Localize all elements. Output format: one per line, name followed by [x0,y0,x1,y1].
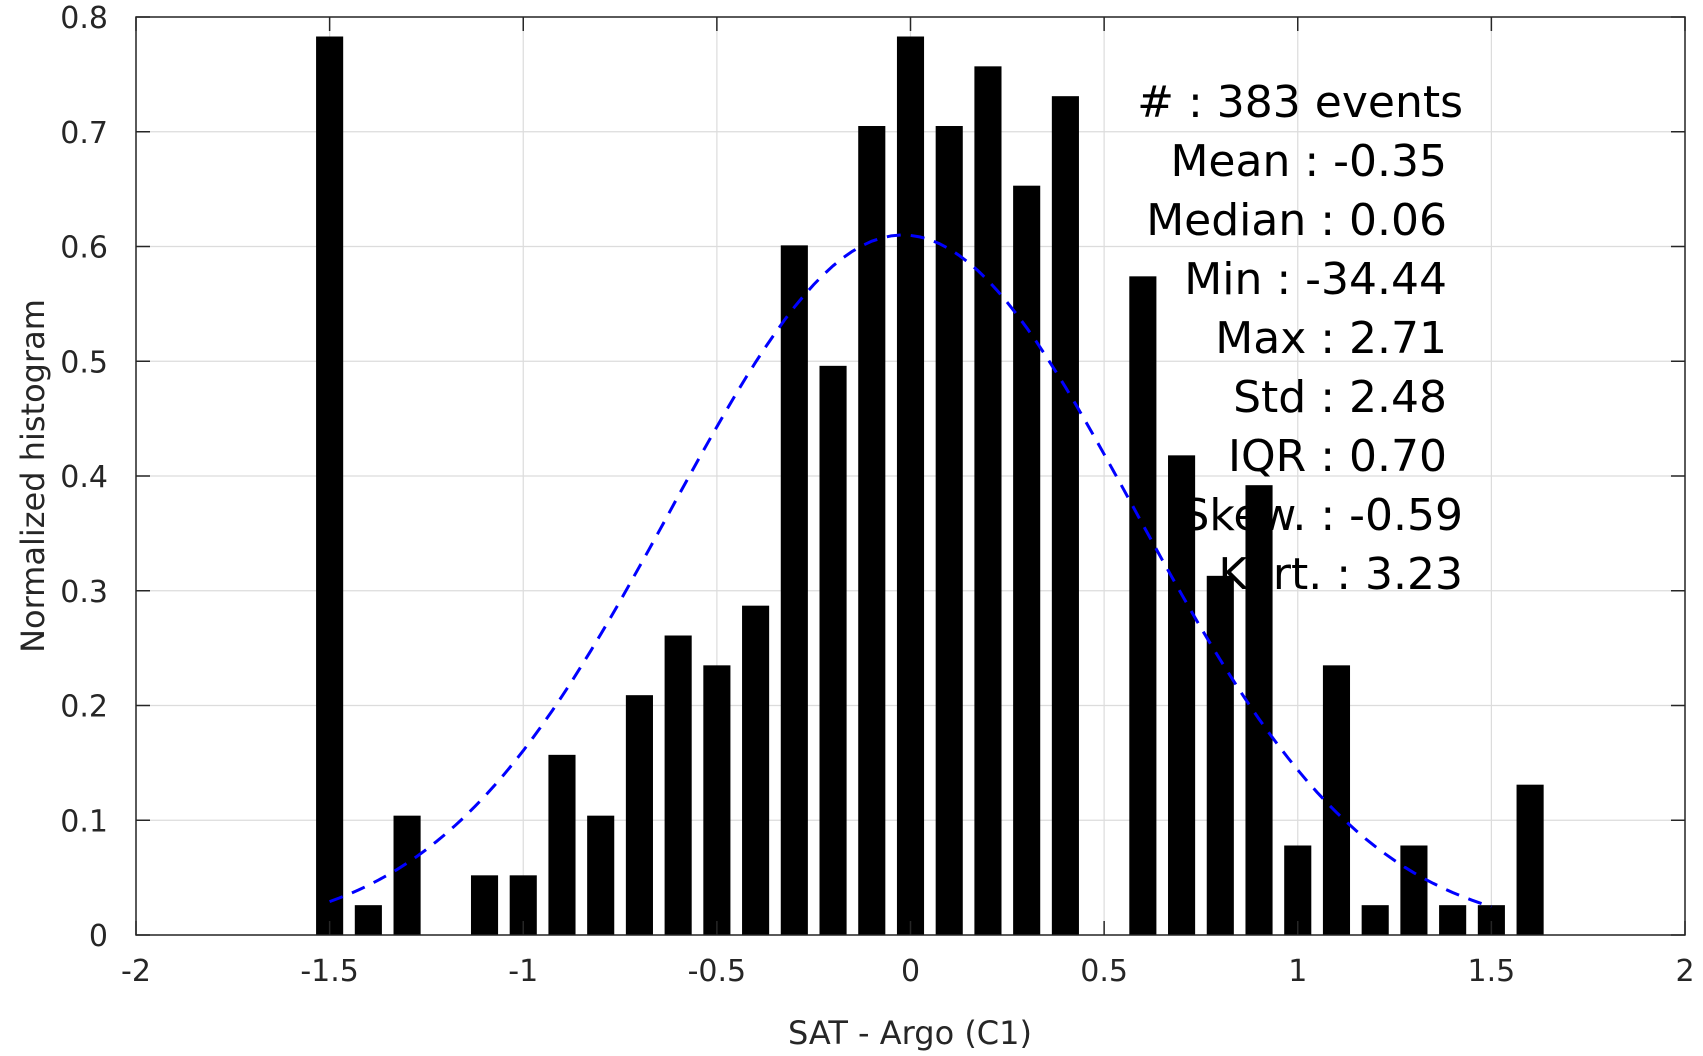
histogram-bar [1245,485,1273,935]
statistic-line: Min : -34.44 [1184,254,1447,305]
y-tick-label: 0.7 [60,116,108,151]
histogram-bar [974,66,1002,935]
normal-fit-curve [329,233,1492,909]
statistic-line: Skew. : -0.59 [1182,490,1464,541]
histogram-bar [625,695,653,935]
histogram-bars [316,36,1544,936]
statistic-line: # : 383 events [1137,77,1463,128]
histogram-bar [819,365,847,936]
y-tick-label: 0.3 [60,575,108,610]
statistic-line: Std : 2.48 [1233,372,1447,423]
histogram-bar [316,36,344,935]
histogram-bar [548,754,576,935]
histogram-bar [1284,845,1312,935]
y-tick-labels: 0 0.1 0.2 0.3 0.4 0.5 0.6 0.7 0.8 [60,1,108,954]
x-tick-label: -1.5 [300,954,359,989]
x-tick-label: -1 [508,954,538,989]
histogram-bar [1322,665,1351,935]
y-axis-label: Normalized histogram [14,299,52,653]
histogram-bar [935,126,963,935]
axis-ticks [135,16,1686,936]
x-tick-label: 1 [1288,954,1307,989]
histogram-bar [858,126,886,935]
y-tick-label: 0.6 [60,231,108,266]
histogram-bar [393,815,421,935]
x-tick-label: 1.5 [1468,954,1516,989]
histogram-bar [354,905,382,935]
histogram-bar [1168,455,1196,935]
histogram-bar [664,635,692,935]
y-tick-label: 0.1 [60,804,108,839]
x-tick-label: 0 [901,954,920,989]
y-tick-label: 0.4 [60,460,108,495]
histogram-bar [1400,845,1428,935]
statistic-line: Mean : -0.35 [1170,136,1447,187]
histogram-bar [742,605,770,935]
histogram-bar [896,36,925,935]
histogram-bar [703,665,731,935]
histogram-bar [1129,276,1157,936]
statistic-line: Max : 2.71 [1215,313,1447,364]
histogram-bar [1439,905,1467,935]
histogram-bar [1516,784,1544,935]
histogram-bar [1206,575,1234,935]
y-tick-label: 0.2 [60,690,108,725]
histogram-bar [1361,905,1389,935]
histogram-bar [1013,185,1041,935]
histogram-bar [780,245,808,936]
y-tick-label: 0.5 [60,345,108,380]
x-tick-label: -2 [121,954,151,989]
x-tick-label: 2 [1675,954,1694,989]
x-axis-label: SAT - Argo (C1) [788,1014,1032,1052]
histogram-bar [1051,96,1079,936]
statistic-line: IQR : 0.70 [1228,431,1447,482]
y-tick-label: 0.8 [60,1,108,36]
x-tick-label: 0.5 [1080,954,1128,989]
statistic-line: Kurt. : 3.23 [1218,549,1463,600]
histogram-bar [470,875,499,935]
y-tick-label: 0 [89,919,108,954]
statistics-annotation: # : 383 events Mean : -0.35 Median : 0.06 M… [1137,77,1463,600]
x-tick-labels: -2 -1.5 -1 -0.5 0 0.5 1 1.5 2 [121,954,1695,989]
statistic-line: Median : 0.06 [1146,195,1447,246]
x-tick-label: -0.5 [688,954,747,989]
histogram-bar [587,815,615,935]
